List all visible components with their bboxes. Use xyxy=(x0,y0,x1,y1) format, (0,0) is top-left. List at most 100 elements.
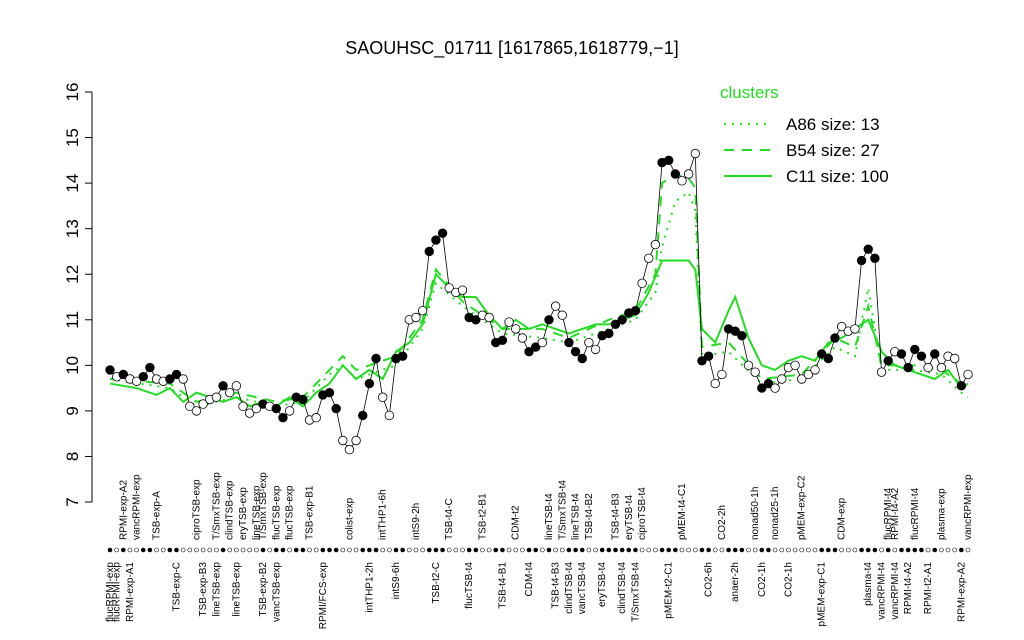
point xyxy=(358,410,368,421)
point xyxy=(444,283,454,293)
condition-dot xyxy=(307,547,312,553)
condition-dot xyxy=(639,547,645,553)
condition-dot xyxy=(114,547,119,553)
top-label: CDM-t2 xyxy=(511,505,522,540)
point xyxy=(923,362,933,373)
point xyxy=(564,337,574,348)
y-tick-label: 14 xyxy=(63,174,82,193)
point xyxy=(364,378,375,389)
condition-dot xyxy=(726,547,731,553)
top-label: lineTSB-exp xyxy=(251,485,262,540)
bottom-label: TSB-exp-B3 xyxy=(198,562,209,617)
point xyxy=(431,235,441,245)
point xyxy=(670,169,681,179)
point xyxy=(823,353,834,364)
condition-dot xyxy=(646,547,652,553)
y-tick-label: 16 xyxy=(63,83,82,102)
condition-dot xyxy=(453,547,459,553)
point xyxy=(743,360,754,371)
point xyxy=(644,253,654,263)
top-label: pMEM-exp-C2 xyxy=(797,475,808,540)
condition-dot xyxy=(693,547,698,553)
point xyxy=(663,155,674,166)
condition-dot xyxy=(593,547,598,553)
condition-dot xyxy=(573,547,578,553)
condition-dot xyxy=(214,547,219,553)
point xyxy=(278,413,288,423)
condition-dot xyxy=(174,547,179,553)
point xyxy=(870,253,880,263)
bottom-label: RPMI-t4-A2 xyxy=(903,562,914,615)
point xyxy=(244,408,255,418)
point xyxy=(710,378,720,389)
condition-dot xyxy=(606,547,612,553)
bottom-label: lineTSB-exp xyxy=(231,562,242,617)
y-tick-label: 12 xyxy=(63,265,82,284)
condition-dot xyxy=(167,547,173,553)
legend-label: C11 size: 100 xyxy=(786,167,889,186)
bottom-label: intTHP1-2h xyxy=(364,562,375,613)
condition-dot xyxy=(925,547,931,553)
top-label: colist-exp xyxy=(344,497,355,540)
top-label: plasma-exp xyxy=(936,488,947,540)
legend-label: B54 size: 27 xyxy=(786,141,880,160)
condition-dot xyxy=(333,547,339,553)
y-tick-label: 9 xyxy=(63,406,82,415)
condition-dot xyxy=(619,547,625,553)
top-label: RPMI-t4-A2 xyxy=(890,487,901,540)
condition-dot xyxy=(626,547,632,553)
bottom-label: flucTSB-t4 xyxy=(464,562,475,609)
condition-dot xyxy=(207,547,213,553)
condition-dot xyxy=(227,547,233,553)
point xyxy=(118,369,129,380)
condition-dot xyxy=(799,547,805,553)
condition-dot xyxy=(121,547,126,553)
point xyxy=(504,317,514,327)
condition-dot xyxy=(413,547,419,553)
top-label: intS9-2h xyxy=(411,503,422,540)
condition-dot xyxy=(367,547,372,553)
point xyxy=(637,278,647,289)
top-label: eryTSB-exp xyxy=(238,487,249,540)
condition-dot xyxy=(686,547,691,553)
point xyxy=(371,353,381,364)
top-label: intTHP1-6h xyxy=(378,489,389,540)
point xyxy=(537,337,548,348)
condition-dot xyxy=(899,547,904,553)
bottom-label: lineTSB-exp xyxy=(211,562,222,617)
legend-title: clusters xyxy=(720,83,779,102)
condition-dot xyxy=(127,547,133,553)
condition-dot xyxy=(234,547,239,553)
condition-dot xyxy=(659,547,665,553)
point xyxy=(530,342,541,352)
point xyxy=(424,246,434,257)
point xyxy=(185,401,195,412)
condition-dot xyxy=(919,547,924,553)
condition-dot xyxy=(160,547,166,553)
condition-dot xyxy=(466,547,472,553)
point xyxy=(797,374,807,384)
condition-dot xyxy=(387,547,392,553)
condition-dot xyxy=(313,547,319,553)
condition-dot xyxy=(107,547,113,553)
y-tick-label: 10 xyxy=(63,356,82,375)
condition-dot xyxy=(826,547,831,553)
point xyxy=(211,392,222,402)
top-label: T/SmxTSB-exp xyxy=(211,472,222,540)
point xyxy=(131,376,142,386)
point xyxy=(284,406,295,416)
point xyxy=(384,410,395,421)
point xyxy=(298,394,308,405)
point xyxy=(677,176,687,186)
condition-dot xyxy=(739,547,745,553)
point xyxy=(171,369,182,380)
top-label: eryTSB-t4 xyxy=(624,495,635,540)
bottom-label: TSB-t4-B1 xyxy=(497,562,508,609)
bottom-label: flucRPMI-exp xyxy=(105,562,116,622)
condition-dot xyxy=(865,547,871,553)
condition-dot xyxy=(247,547,252,553)
condition-dot xyxy=(945,547,951,553)
point xyxy=(816,349,827,359)
condition-dot xyxy=(287,547,292,553)
